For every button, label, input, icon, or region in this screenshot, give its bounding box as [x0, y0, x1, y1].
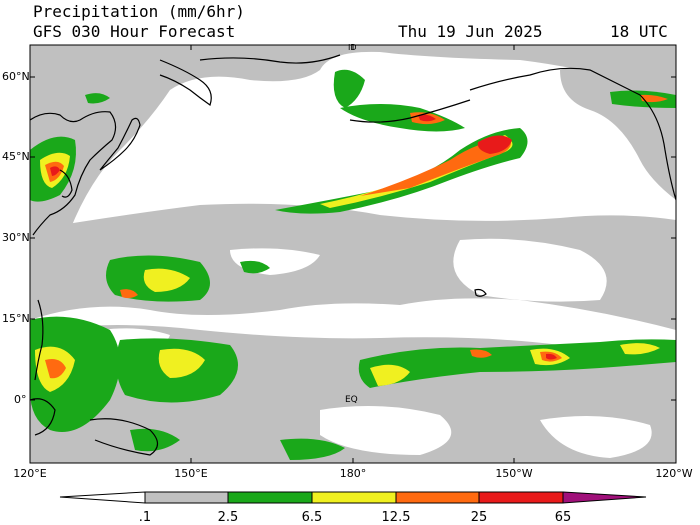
lon-ticks	[190, 45, 515, 463]
coastlines	[30, 54, 676, 456]
chart-title: Precipitation (mm/6hr)	[33, 2, 245, 21]
lon-label-180: 180°	[339, 467, 367, 480]
valid-time: 18 UTC	[610, 22, 668, 41]
coast-philippines	[34, 299, 44, 381]
lat-ticks	[30, 76, 676, 401]
lon-label-120w: 120°W	[655, 467, 693, 480]
lon-label-150w: 150°W	[495, 467, 533, 480]
lat-label-60n: 60°N	[2, 70, 30, 83]
dateline-label: ID	[348, 43, 357, 52]
colorbar-segment-heavy	[395, 491, 480, 504]
aleutian-green	[333, 69, 365, 108]
front-core-red	[477, 135, 512, 154]
coast-siberia	[199, 54, 341, 64]
equator-label: EQ	[345, 395, 358, 405]
colorbar-label-0: .1	[138, 510, 152, 525]
coast-korea	[59, 169, 73, 198]
colorbar-segment-extreme	[562, 491, 647, 504]
coast-hawaii	[474, 288, 487, 297]
coast-png	[89, 418, 159, 456]
lat-label-45n: 45°N	[2, 150, 30, 163]
colorbar-label-5: 65	[554, 510, 572, 525]
lat-label-15n: 15°N	[2, 312, 30, 325]
valid-date: Thu 19 Jun 2025	[398, 22, 543, 41]
coast-japan	[99, 117, 141, 171]
colorbar-segment-lowest	[59, 491, 146, 504]
colorbar-segment-moderate	[311, 491, 397, 504]
front-band-green	[275, 128, 528, 214]
coast-kamchatka	[159, 59, 212, 106]
precip-layer	[30, 45, 676, 463]
lat-label-0: 0°	[14, 393, 27, 406]
colorbar	[59, 491, 647, 504]
lat-label-30n: 30°N	[2, 231, 30, 244]
itcz-green	[358, 339, 676, 388]
colorbar-label-2: 6.5	[301, 510, 323, 525]
colorbar-segment-trace	[144, 491, 229, 504]
colorbar-segment-light	[227, 491, 313, 504]
front-band-orange	[360, 138, 511, 196]
coast-aleutians	[349, 99, 471, 123]
coast-asia	[30, 111, 117, 236]
trace-field-north	[30, 45, 676, 240]
aleutian-green-2	[340, 104, 465, 132]
lon-label-150e: 150°E	[174, 467, 208, 480]
colorbar-segment-very-heavy	[478, 491, 564, 504]
colorbar-label-3: 12.5	[381, 510, 411, 525]
colorbar-label-4: 25	[470, 510, 488, 525]
lon-label-120e: 120°E	[13, 467, 47, 480]
coast-alaska	[469, 67, 676, 201]
forecast-subtitle: GFS 030 Hour Forecast	[33, 22, 236, 41]
colorbar-label-1: 2.5	[217, 510, 239, 525]
coast-borneo	[30, 398, 56, 436]
wpac-green	[30, 316, 120, 432]
